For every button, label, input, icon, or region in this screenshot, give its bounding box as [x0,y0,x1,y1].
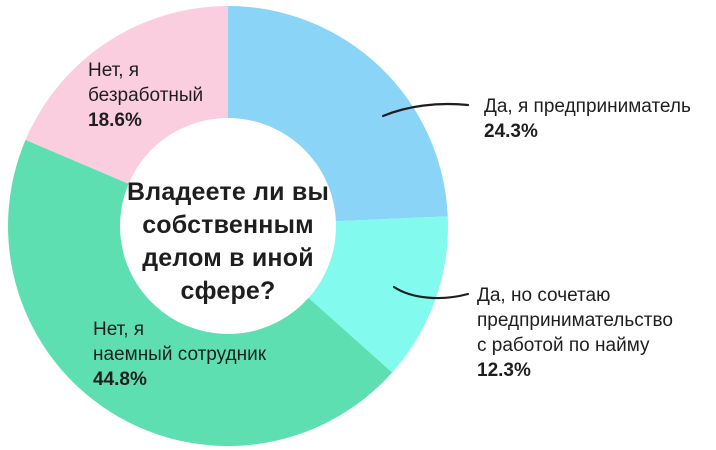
segment-label-employee: Нет, я наемный сотрудник 44.8% [93,317,266,392]
callout-line-combined [392,285,470,300]
segment-label-text: безработный [88,85,204,106]
segment-value: 24.3% [484,121,538,142]
chart-center-title: Владеете ли вы собственным делом в иной … [98,176,358,308]
center-title-line: делом в иной [142,244,314,272]
segment-label-text: Да, я предприниматель [484,96,691,117]
segment-label-text: Нет, я [88,60,140,81]
center-title-line: сфере? [180,277,276,305]
segment-label-entrepreneur: Да, я предприниматель 24.3% [484,94,691,144]
pie-segment-0 [228,6,448,222]
segment-label-combined: Да, но сочетаю предпринимательство с раб… [477,283,673,383]
callout-line-entrepreneur [381,102,470,118]
segment-value: 18.6% [88,110,142,131]
segment-label-text: предпринимательство [477,310,673,331]
segment-value: 44.8% [93,369,147,390]
segment-label-text: Нет, я [93,319,145,340]
pie-segment-3 [25,6,228,184]
segments-group [8,6,449,446]
segment-value: 12.3% [477,360,531,381]
pie-segment-1 [308,216,449,373]
segment-label-text: с работой по найму [477,335,650,356]
center-title-line: Владеете ли вы [127,178,329,206]
segment-label-unemployed: Нет, я безработный 18.6% [88,58,203,133]
center-title-line: собственным [142,211,314,239]
segment-label-text: наемный сотрудник [93,344,267,365]
pie-segment-2 [8,139,393,446]
segment-label-text: Да, но сочетаю [477,285,611,306]
